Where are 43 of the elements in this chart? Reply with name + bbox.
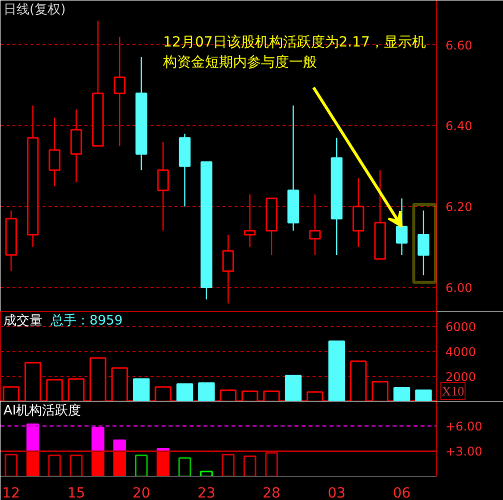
bar (284, 374, 302, 401)
y-tick-label: +3.00 (446, 444, 482, 459)
bar (26, 424, 40, 452)
bar (26, 450, 40, 476)
x-tick-label: 15 (67, 486, 86, 500)
candlestick (309, 194, 321, 256)
x-tick-label: 20 (132, 486, 150, 500)
y-tick-label: 6.00 (446, 280, 472, 295)
candlestick (244, 194, 256, 248)
y-tick-label: +6.00 (446, 419, 482, 434)
chart-title: AI机构活跃度 (4, 402, 82, 418)
x-tick-label: 12 (2, 486, 20, 500)
bar (92, 426, 104, 452)
bar (198, 382, 215, 401)
candlestick (157, 141, 169, 232)
candlestick (222, 234, 234, 304)
candlestick (396, 198, 408, 256)
bar (156, 450, 170, 476)
chart-title: 成交量 (4, 312, 42, 328)
y-tick-label: 6.60 (446, 38, 472, 52)
bar (92, 450, 104, 476)
y-axis-title: X10 (442, 384, 464, 398)
candlestick (48, 117, 60, 187)
bar (393, 387, 410, 401)
annotation: 12月07日该股机构活跃度为2.17，显示机构资金短期内参与度一般 (162, 34, 426, 70)
x-tick-label: 03 (328, 486, 346, 500)
x-tick-label: 23 (198, 486, 216, 500)
chart-title: 日线(复权) (4, 2, 66, 18)
candlestick (418, 210, 430, 276)
y-tick-label: 2000 (446, 370, 476, 384)
y-tick-label: 6.20 (446, 200, 472, 214)
x-tick-label: 06 (392, 486, 411, 500)
x-tick-label: 28 (262, 486, 280, 500)
bar (133, 378, 150, 401)
candlestick (114, 36, 126, 147)
chart-subtitle: 总手：8959 (50, 314, 123, 328)
y-tick-label: 6000 (446, 320, 476, 334)
bar (328, 340, 346, 401)
bar (113, 450, 126, 476)
bar (415, 390, 432, 401)
y-tick-label: 6.40 (446, 119, 472, 134)
bar (176, 383, 194, 401)
y-tick-label: 4000 (446, 345, 476, 359)
